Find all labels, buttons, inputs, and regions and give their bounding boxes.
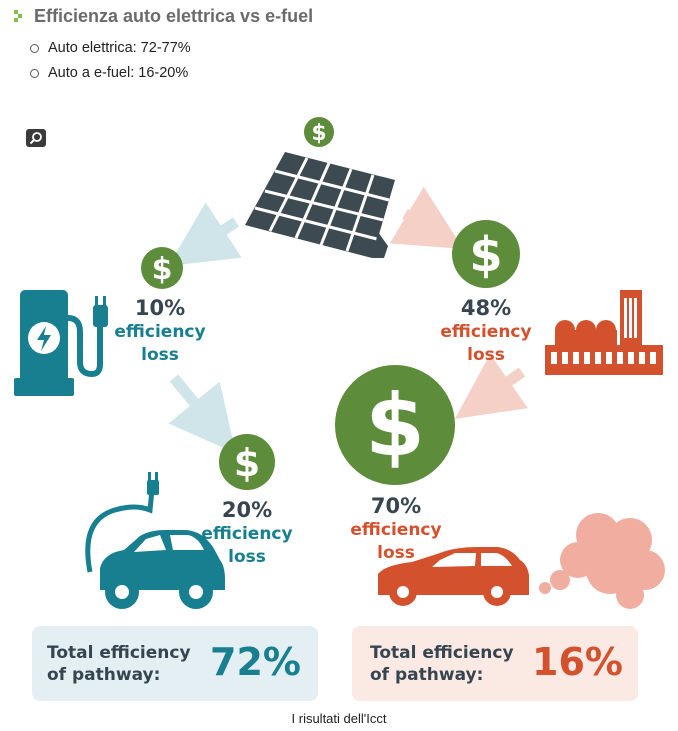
list-item: Auto elettrica: 72-77% bbox=[30, 36, 191, 61]
combustion-car-icon bbox=[378, 547, 529, 606]
dollar-coin-icon bbox=[304, 117, 334, 147]
electric-total-line2: of pathway: bbox=[47, 665, 161, 685]
efuel-step2-line1: efficiency bbox=[350, 520, 442, 540]
dollar-coin-icon bbox=[452, 220, 520, 288]
green-arrow-bullet-icon bbox=[14, 9, 26, 24]
electric-step2-label: 20% efficiency loss bbox=[187, 500, 307, 566]
svg-text:$: $ bbox=[234, 441, 260, 485]
svg-text:$: $ bbox=[311, 121, 326, 146]
efuel-step1-label: 48% efficiency loss bbox=[426, 298, 546, 364]
section-heading: Efficienza auto elettrica vs e-fuel bbox=[14, 6, 313, 27]
electric-step1-label: 10% efficiency loss bbox=[100, 298, 220, 364]
flow-arrow-icon bbox=[389, 186, 464, 249]
dollar-coin-icon bbox=[219, 434, 275, 490]
electric-total-value: 72% bbox=[210, 640, 301, 684]
flow-arrow-icon bbox=[454, 354, 528, 419]
electric-step2-line2: loss bbox=[228, 547, 266, 567]
electric-total-box: Total efficiency of pathway: 72% bbox=[32, 626, 318, 701]
dollar-coin-icon bbox=[141, 247, 183, 289]
image-caption: I risultati dell'Icct bbox=[291, 711, 387, 726]
efuel-step2-label: 70% efficiency loss bbox=[336, 496, 456, 562]
page-title: Efficienza auto elettrica vs e-fuel bbox=[34, 6, 314, 26]
svg-text:$: $ bbox=[365, 376, 425, 476]
efuel-total-box: Total efficiency of pathway: 16% bbox=[352, 626, 638, 701]
flow-arrow-icon bbox=[168, 202, 242, 266]
electric-step1-line1: efficiency bbox=[114, 322, 206, 342]
svg-text:$: $ bbox=[469, 227, 502, 283]
solar-panel-icon bbox=[245, 152, 395, 258]
electric-step1-line2: loss bbox=[141, 345, 179, 365]
electric-total-line1: Total efficiency bbox=[47, 643, 191, 663]
efuel-step1-line2: loss bbox=[467, 345, 505, 365]
efuel-step2-percent: 70% bbox=[370, 494, 422, 518]
charging-station-icon bbox=[14, 290, 108, 396]
efuel-total-line1: Total efficiency bbox=[370, 643, 514, 663]
electric-step2-percent: 20% bbox=[221, 498, 273, 522]
efuel-step1-percent: 48% bbox=[460, 296, 512, 320]
factory-icon bbox=[545, 290, 663, 375]
bullet-circle-icon bbox=[30, 44, 39, 53]
zoom-image-button[interactable] bbox=[26, 129, 46, 147]
summary-list: Auto elettrica: 72-77% Auto a e-fuel: 16… bbox=[30, 36, 191, 86]
efuel-step2-line2: loss bbox=[377, 543, 415, 563]
svg-text:$: $ bbox=[152, 252, 173, 287]
list-item: Auto a e-fuel: 16-20% bbox=[30, 61, 191, 86]
electric-step1-percent: 10% bbox=[134, 296, 186, 320]
electric-step2-line1: efficiency bbox=[201, 524, 293, 544]
efuel-total-line2: of pathway: bbox=[370, 665, 484, 685]
efuel-step1-line1: efficiency bbox=[440, 322, 532, 342]
magnifier-icon bbox=[29, 132, 42, 145]
electric-car-icon bbox=[85, 472, 225, 609]
flow-arrow-icon bbox=[168, 374, 236, 454]
efuel-total-value: 16% bbox=[532, 640, 623, 684]
dollar-coin-icon bbox=[335, 365, 455, 485]
exhaust-smoke-icon bbox=[539, 513, 665, 609]
bullet-circle-icon bbox=[30, 69, 39, 78]
